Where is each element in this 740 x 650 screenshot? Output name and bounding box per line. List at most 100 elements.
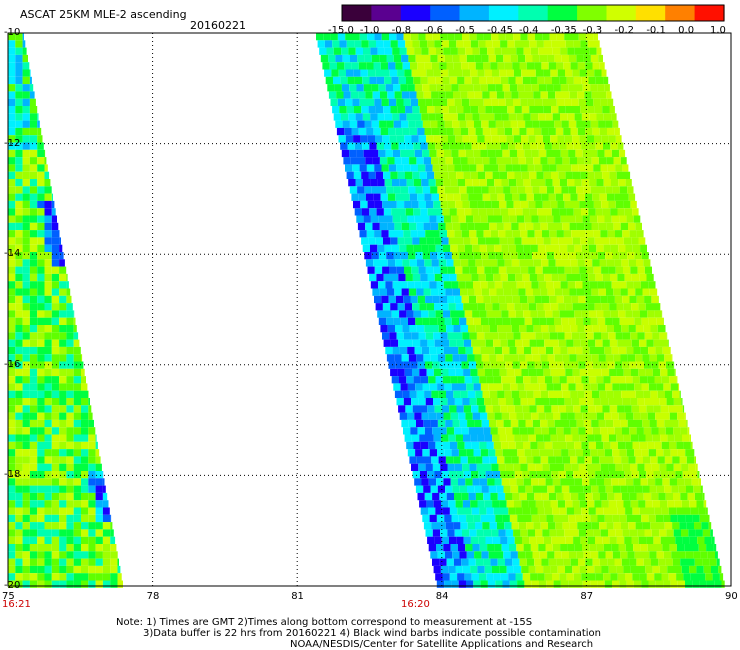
data-cell: [616, 237, 624, 245]
data-cell: [416, 419, 424, 428]
data-cell: [73, 325, 77, 333]
data-cell: [66, 398, 74, 406]
data-cell: [497, 325, 505, 333]
data-cell: [455, 135, 463, 143]
data-cell: [524, 252, 533, 260]
data-cell: [419, 434, 427, 442]
data-cell: [400, 186, 409, 194]
data-cell: [381, 230, 389, 238]
data-cell: [503, 419, 511, 428]
data-cell: [553, 346, 561, 355]
data-cell: [8, 164, 16, 172]
data-cell: [8, 222, 16, 231]
data-cell: [102, 529, 111, 537]
data-cell: [15, 273, 23, 282]
data-cell: [656, 317, 664, 325]
data-cell: [51, 565, 60, 574]
data-cell: [401, 354, 409, 362]
data-cell: [468, 127, 476, 136]
data-cell: [524, 514, 532, 523]
data-cell: [396, 200, 405, 209]
data-cell: [8, 346, 16, 355]
data-cell: [413, 244, 422, 252]
data-cell: [430, 354, 438, 362]
data-cell: [499, 434, 507, 442]
data-cell: [415, 54, 423, 63]
data-cell: [704, 536, 712, 544]
data-cell: [487, 544, 495, 552]
data-cell: [650, 325, 658, 333]
data-cell: [587, 434, 595, 442]
data-cell: [513, 266, 521, 274]
data-cell: [573, 40, 581, 48]
data-cell: [698, 573, 706, 581]
data-cell: [601, 135, 609, 143]
data-cell: [561, 317, 569, 325]
data-cell: [481, 317, 489, 325]
data-cell: [431, 157, 439, 165]
data-cell: [473, 383, 481, 391]
data-cell: [529, 471, 537, 479]
data-cell: [421, 412, 429, 420]
data-cell: [349, 84, 357, 92]
data-cell: [558, 106, 566, 114]
data-cell: [44, 580, 52, 588]
data-cell: [441, 368, 449, 377]
data-cell: [29, 230, 38, 238]
data-cell: [653, 536, 661, 544]
data-cell: [102, 580, 111, 588]
data-cell: [643, 390, 651, 398]
data-cell: [398, 142, 406, 150]
data-cell: [661, 573, 669, 581]
data-cell: [456, 471, 464, 479]
data-cell: [462, 200, 470, 209]
data-cell: [659, 529, 667, 537]
data-cell: [497, 390, 505, 398]
data-cell: [428, 179, 436, 187]
data-cell: [618, 376, 626, 384]
data-cell: [464, 273, 472, 282]
data-cell: [490, 62, 498, 70]
data-cell: [525, 288, 533, 296]
data-cell: [22, 215, 30, 223]
data-cell: [583, 449, 591, 457]
data-cell: [591, 157, 599, 165]
data-cell: [425, 463, 433, 471]
data-cell: [594, 500, 602, 508]
data-cell: [22, 558, 30, 566]
data-cell: [591, 288, 599, 296]
data-cell: [510, 317, 518, 325]
data-cell: [589, 412, 597, 420]
data-cell: [378, 84, 386, 92]
data-cell: [630, 266, 638, 274]
data-cell: [527, 33, 535, 41]
data-cell: [29, 157, 38, 165]
data-cell: [388, 98, 397, 106]
data-cell: [481, 120, 489, 128]
data-cell: [526, 456, 534, 464]
data-cell: [392, 113, 400, 121]
data-cell: [507, 339, 515, 347]
data-cell: [370, 47, 378, 55]
data-cell: [491, 33, 499, 41]
data-cell: [458, 84, 466, 92]
data-cell: [29, 551, 38, 559]
data-cell: [359, 230, 367, 238]
data-cell: [607, 164, 616, 172]
data-cell: [495, 514, 503, 523]
data-cell: [615, 398, 623, 406]
data-cell: [587, 40, 595, 48]
data-cell: [44, 288, 52, 296]
data-cell: [529, 273, 537, 282]
data-cell: [432, 361, 440, 369]
data-cell: [603, 544, 612, 552]
data-cell: [81, 507, 89, 515]
data-cell: [574, 441, 582, 450]
data-cell: [29, 76, 32, 85]
data-cell: [601, 368, 610, 377]
data-cell: [526, 558, 535, 566]
data-cell: [370, 281, 379, 289]
data-cell: [545, 244, 553, 252]
data-cell: [577, 259, 585, 267]
data-cell: [516, 179, 524, 187]
